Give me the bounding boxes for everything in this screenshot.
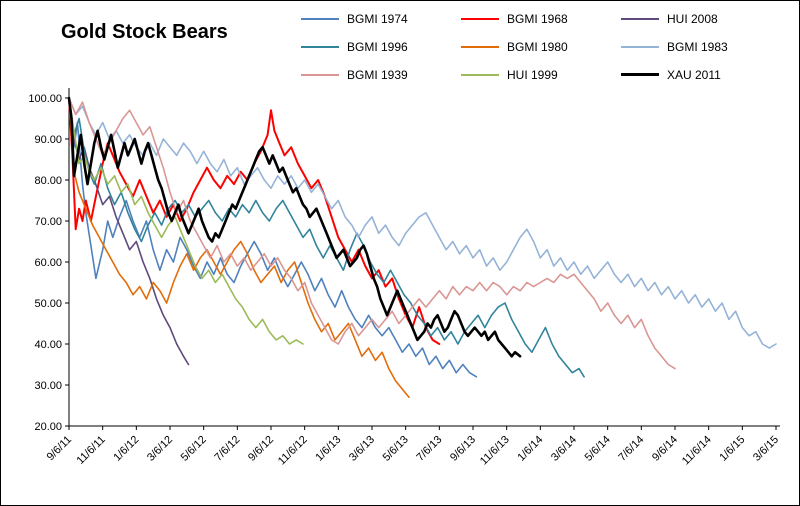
x-axis-label: 3/6/12 [145,434,175,464]
y-axis-label: 70.00 [34,216,62,228]
chart-legend: BGMI 1974 BGMI 1968 HUI 2008 BGMI 1996 BGMI … [301,11,781,82]
x-axis-label: 11/6/11 [74,434,107,467]
legend-line-sample [461,73,499,76]
legend-label: BGMI 1968 [507,11,568,26]
series-line-hui-2008 [68,97,190,366]
legend-label: BGMI 1983 [667,39,728,54]
legend-line-sample [621,73,659,76]
legend-label: BGMI 1996 [347,39,408,54]
x-axis-label: 1/6/14 [515,434,545,464]
legend-line-sample [621,17,659,20]
legend-item: HUI 2008 [621,11,781,26]
y-axis-label: 80.00 [34,175,62,187]
y-axis-label: 100.00 [28,93,62,105]
x-axis-label: 3/6/14 [549,434,579,464]
legend-line-sample [621,45,659,48]
x-axis-label: 11/6/12 [276,434,310,468]
x-axis-label: 9/6/11 [45,434,75,464]
legend-item: BGMI 1996 [301,39,461,54]
chart-title: Gold Stock Bears [61,21,228,43]
series-line-bgmi-1980 [68,97,410,399]
legend-label: BGMI 1980 [507,39,568,54]
y-axis-label: 40.00 [34,339,62,351]
legend-line-sample [301,45,339,48]
x-axis-label: 9/6/14 [650,434,680,464]
x-axis-label: 1/6/13 [313,434,343,464]
legend-item: BGMI 1974 [301,11,461,26]
x-axis-label: 7/6/12 [212,434,242,464]
x-axis-label: 11/6/13 [478,434,512,468]
legend-line-sample [301,73,339,76]
series-line-bgmi-1974 [68,97,478,378]
series-line-xau-2011 [67,96,522,358]
legend-label: HUI 2008 [667,11,718,26]
y-axis-label: 30.00 [34,380,62,392]
x-axis-label: 1/6/15 [717,434,747,464]
series-line-bgmi-1996 [68,97,585,378]
x-axis-label: 5/6/14 [583,434,613,464]
series-line-hui-1999 [68,97,304,345]
legend-label: HUI 1999 [507,67,558,82]
legend-item: BGMI 1980 [461,39,621,54]
legend-line-sample [461,17,499,20]
legend-label: BGMI 1974 [347,11,408,26]
y-axis-label: 90.00 [34,134,62,146]
x-axis-label: 3/6/13 [347,434,377,464]
x-axis-label: 11/6/14 [680,434,714,468]
legend-item: BGMI 1983 [621,39,781,54]
legend-item: BGMI 1968 [461,11,621,26]
x-axis-label: 9/6/12 [246,434,276,464]
x-axis-label: 9/6/13 [448,434,478,464]
series-line-bgmi-1939 [68,97,676,370]
x-axis-label: 7/6/13 [414,434,444,464]
legend-item: BGMI 1939 [301,67,461,82]
legend-line-sample [301,17,339,20]
x-axis-label: 5/6/12 [179,434,209,464]
x-axis-label: 3/6/15 [751,434,781,464]
x-axis-label: 1/6/12 [111,434,141,464]
legend-line-sample [461,45,499,48]
legend-label: BGMI 1939 [347,67,408,82]
legend-label: XAU 2011 [667,67,721,82]
x-axis-label: 5/6/13 [381,434,411,464]
y-axis-label: 50.00 [34,298,62,310]
legend-item: XAU 2011 [621,67,781,82]
series-line-bgmi-1983 [68,97,777,349]
y-axis-label: 20.00 [34,421,62,433]
legend-item: HUI 1999 [461,67,621,82]
x-axis-label: 7/6/14 [616,434,646,464]
y-axis-label: 60.00 [34,257,62,269]
